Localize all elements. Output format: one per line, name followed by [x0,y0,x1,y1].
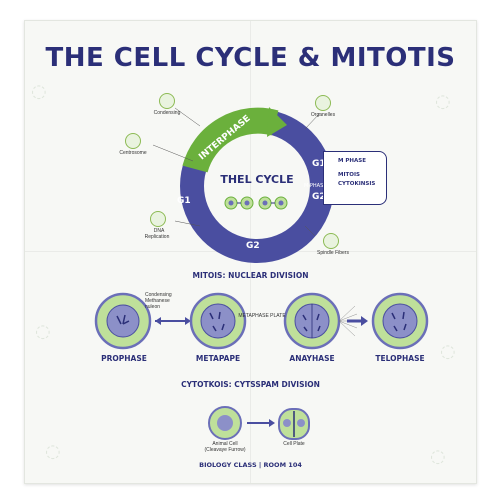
prophase-note-1: Condensing [145,292,172,298]
animal-cell-label-1: Animal Cell [212,441,238,447]
connector-line [304,225,316,237]
condensing-label: Condensing [153,110,181,116]
g2-right-label: G2 [312,192,326,202]
stage-label-metaphase: METAPAPE [195,354,241,363]
interphase-arrowhead [267,107,287,137]
centrosome-icon [125,133,141,149]
animal-cell-label-2: (Cleavaye Furrow) [204,447,246,453]
g1-left-label: G1 [177,196,191,206]
prophase-note-3: nuleon [145,304,161,310]
cytokinesis-heading: CYTOTKOIS: CYTSSPAM DIVISION [181,380,320,389]
m-phase-wedge [307,156,327,213]
background-doodle: ◌ [435,91,451,112]
background-doodle: ◌ [31,81,47,102]
organelles-label: Organelles [310,112,336,118]
g1-right-label: G1 [312,159,326,169]
g2-bottom-label: G2 [246,241,260,251]
organelles-icon [315,95,331,111]
mitosis-stages-diagram [94,292,429,440]
connector-line [304,112,321,130]
background-doodle: ◌ [440,341,456,362]
cycle-center-title: THEL CYCLE [220,173,294,186]
stage-label-anaphase: ANAYHASE [289,354,335,363]
spindle-fibers-icon [323,233,339,249]
condensing-icon [159,93,175,109]
dna-replication-icon [150,211,166,227]
cell-cycle-diagram [152,107,334,263]
cytokinesis-label: CYTOKINSIS [338,181,376,187]
prophase-note-2: Methanese [145,298,170,304]
footer: BIOLOGY CLASS | ROOM 104 [199,461,302,469]
background-doodle: ◌ [35,321,51,342]
connector-line [174,220,201,227]
m-phase-box: M PHASE MITOIS CYTOKINSIS [323,151,387,205]
background-doodle: ◌ [45,441,61,462]
interphase-arc [182,107,279,173]
m-phase-title: M PHASE [338,158,366,164]
poster-title: THE CELL CYCLE & MITOTIS [45,43,456,73]
stage-label-prophase: PROPHASE [101,354,147,363]
mitosis-heading: MITOIS: NUCLEAR DIVISION [192,271,309,280]
stage-label-telophase: TELOPHASE [375,354,425,363]
connector-line [152,144,194,162]
connector-line [174,107,201,127]
centrosome-label: Centrosome [119,150,147,156]
poster: ◌ ◌ ◌ ◌ ◌ ◌ THE CELL CYCLE & MITOTIS INT… [24,20,477,484]
dna-replication-label-2: Replication [144,234,170,240]
metaphase-plate-label: METAPHASE PLATE [238,313,286,319]
background-doodle: ◌ [430,446,446,467]
m-phase-small-label: M PHASE [304,183,327,189]
dna-replication-label-1: DNA [153,228,165,234]
cell-plate-label: Cell Plate [283,441,305,447]
mitosis-label: MITOIS [338,172,360,178]
spindle-fibers-label: Spindle Fibers [317,250,349,256]
